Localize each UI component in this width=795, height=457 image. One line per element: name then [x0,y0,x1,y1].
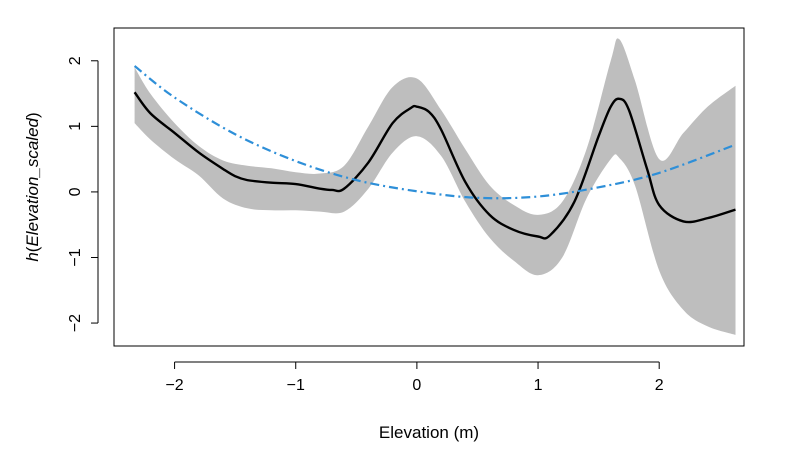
y-tick-label: 1 [67,122,84,131]
y-axis-title-func: h [23,252,42,261]
plot-area [133,38,736,335]
x-tick-label: −2 [165,377,183,394]
y-tick-label: 2 [67,56,84,65]
x-axis-title: Elevation (m) [379,423,479,442]
y-tick-label: 0 [67,187,84,196]
y-tick-label: −1 [67,248,84,266]
y-axis-title-close-paren: ) [23,112,42,118]
y-axis-title-open-paren: ( [23,246,42,252]
plot-frame [113,27,745,347]
axes: −2 −1 0 1 2 −2 −1 0 1 2 [67,56,664,394]
x-tick-label: 2 [655,377,664,394]
confidence-band [134,38,736,335]
y-tick-label: −2 [67,314,84,332]
series-line-fitted [133,91,736,240]
x-tick-label: −1 [287,377,305,394]
x-tick-label: 1 [534,377,543,394]
x-tick-label: 0 [412,377,421,394]
series-line-quadratic [133,65,736,200]
y-axis-title-arg: Elevation_scaled [23,117,42,246]
y-axis-title: h(Elevation_scaled) [23,112,42,261]
